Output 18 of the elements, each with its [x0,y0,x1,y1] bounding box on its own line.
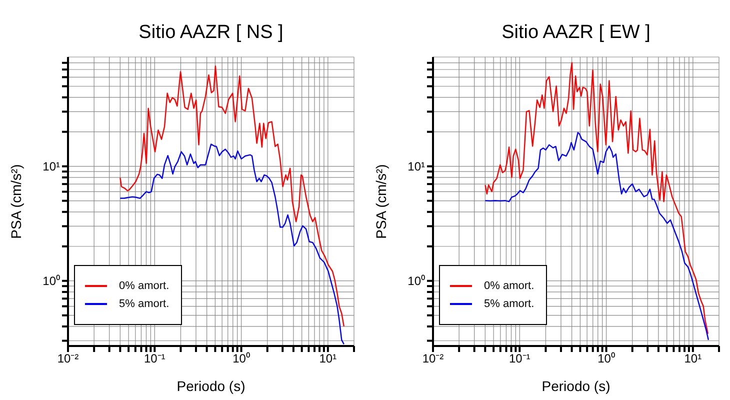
chart-title: Sitio AAZR [ EW ] [500,22,652,44]
y-axis-title: PSA (cm/s²) [372,164,389,239]
legend-label: 5% amort. [119,298,170,310]
x-axis-title: Periodo (s) [542,378,610,394]
x-tick-label: 10⁻¹ [508,352,530,366]
y-axis-title: PSA (cm/s²) [8,164,24,239]
x-tick-label: 10⁻¹ [144,352,166,366]
x-tick-label: 10⁻² [422,352,444,366]
legend-label: 0% amort. [484,280,534,292]
chart-title: Sitio AAZR [ NS ] [138,22,284,44]
legend-label: 5% amort. [484,298,534,310]
x-tick-label: 10¹ [319,352,337,366]
x-axis-title: Periodo (s) [176,378,246,394]
x-tick-label: 10⁰ [598,352,615,366]
legend-label: 0% amort. [119,280,170,292]
x-tick-label: 10⁻² [57,352,79,366]
x-tick-label: 10¹ [684,352,702,366]
x-tick-label: 10⁰ [232,352,250,366]
